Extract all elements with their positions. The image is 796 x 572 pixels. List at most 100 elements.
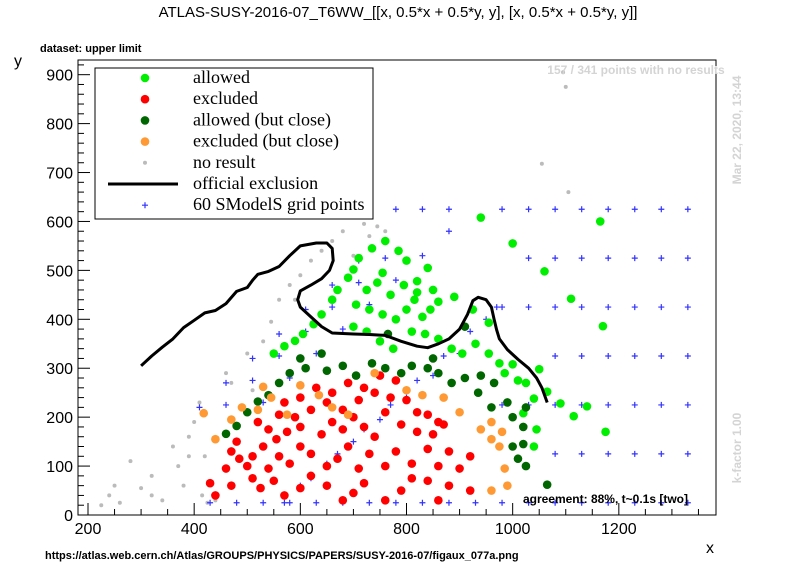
point-allowed bbox=[521, 378, 531, 388]
point-60-smodels-grid-points bbox=[525, 206, 532, 213]
point-60-smodels-grid-points bbox=[445, 228, 452, 235]
chart-subtitle: dataset: upper limit bbox=[40, 43, 142, 55]
point-allowed bbox=[391, 315, 401, 324]
point-60-smodels-grid-points bbox=[552, 450, 559, 457]
legend-symbol bbox=[142, 202, 148, 209]
y-axis-title: y bbox=[14, 53, 22, 70]
k-factor-note: k-factor 1.00 bbox=[730, 412, 744, 483]
point-allowed-but-close bbox=[518, 422, 528, 432]
point-allowed bbox=[394, 246, 403, 256]
point-excluded-but-close bbox=[487, 417, 496, 427]
point-excluded-but-close bbox=[487, 486, 496, 495]
point-60-smodels-grid-points bbox=[419, 499, 426, 506]
point-no-result bbox=[139, 486, 144, 491]
point-no-result bbox=[245, 351, 250, 356]
y-tick-label: 300 bbox=[46, 361, 73, 378]
legend-symbol bbox=[140, 116, 150, 125]
y-tick-label: 600 bbox=[46, 214, 73, 231]
exclusion-curve-group bbox=[140, 241, 549, 404]
point-excluded-but-close bbox=[211, 434, 220, 444]
point-excluded-but-close bbox=[296, 381, 305, 390]
point-60-smodels-grid-points bbox=[552, 352, 559, 359]
point-60-smodels-grid-points bbox=[366, 499, 373, 506]
point-no-result bbox=[112, 483, 117, 488]
legend-label: allowed (but close) bbox=[193, 109, 331, 130]
point-no-result bbox=[539, 161, 544, 166]
point-60-smodels-grid-points bbox=[605, 499, 612, 506]
point-allowed bbox=[447, 344, 456, 353]
point-allowed-but-close bbox=[508, 412, 517, 422]
legend-label: 60 SModelS grid points bbox=[193, 194, 365, 214]
point-allowed bbox=[529, 442, 539, 451]
point-no-result bbox=[202, 454, 207, 459]
point-no-result bbox=[362, 221, 367, 226]
point-allowed bbox=[333, 285, 342, 295]
point-no-result bbox=[200, 493, 205, 498]
point-excluded bbox=[354, 464, 364, 473]
point-excluded bbox=[412, 427, 422, 437]
point-excluded bbox=[380, 496, 390, 505]
point-60-smodels-grid-points bbox=[223, 401, 230, 408]
point-no-result bbox=[176, 464, 181, 469]
point-60-smodels-grid-points bbox=[329, 304, 336, 311]
point-allowed bbox=[556, 399, 565, 408]
point-excluded bbox=[444, 447, 454, 456]
point-60-smodels-grid-points bbox=[658, 304, 665, 311]
point-60-smodels-grid-points bbox=[658, 206, 665, 213]
legend-label: allowed bbox=[193, 67, 250, 87]
point-excluded bbox=[349, 488, 358, 498]
point-excluded bbox=[444, 481, 454, 490]
point-no-result bbox=[149, 493, 154, 498]
x-tick-label: 1200 bbox=[601, 521, 637, 538]
point-allowed bbox=[402, 256, 411, 265]
point-excluded-but-close bbox=[253, 405, 263, 415]
point-allowed-but-close bbox=[296, 354, 305, 363]
point-60-smodels-grid-points bbox=[260, 499, 267, 506]
point-excluded-but-close bbox=[495, 442, 504, 451]
legend-symbol bbox=[140, 94, 150, 104]
point-allowed bbox=[529, 394, 539, 403]
point-allowed bbox=[434, 297, 443, 306]
point-excluded bbox=[264, 425, 273, 434]
point-allowed-but-close bbox=[513, 454, 523, 464]
point-excluded bbox=[274, 410, 284, 420]
point-allowed-but-close bbox=[447, 378, 456, 388]
point-excluded bbox=[256, 483, 265, 493]
point-60-smodels-grid-points bbox=[414, 377, 421, 384]
point-allowed-but-close bbox=[322, 366, 332, 375]
point-excluded bbox=[338, 425, 348, 434]
x-tick-label: 800 bbox=[393, 521, 420, 538]
point-allowed bbox=[471, 339, 480, 349]
point-allowed bbox=[399, 280, 409, 290]
point-no-result bbox=[186, 454, 191, 459]
point-allowed-but-close bbox=[407, 361, 417, 371]
date-stamp: Mar 22, 2020, 13:44 bbox=[730, 75, 744, 184]
x-tick-label: 600 bbox=[287, 521, 314, 538]
point-allowed-but-close bbox=[253, 397, 263, 406]
point-allowed-but-close bbox=[476, 371, 486, 380]
point-allowed bbox=[500, 368, 510, 378]
point-excluded bbox=[227, 447, 236, 456]
point-excluded bbox=[227, 481, 236, 490]
point-allowed bbox=[388, 344, 398, 353]
x-tick-label: 200 bbox=[75, 521, 102, 538]
point-allowed-but-close bbox=[460, 373, 470, 383]
point-60-smodels-grid-points bbox=[233, 499, 240, 506]
point-no-result bbox=[250, 388, 255, 393]
point-allowed bbox=[269, 349, 279, 358]
point-allowed bbox=[582, 402, 592, 411]
point-allowed-but-close bbox=[232, 421, 241, 431]
point-allowed-but-close bbox=[473, 388, 483, 397]
point-60-smodels-grid-points bbox=[419, 252, 426, 259]
plot-frame bbox=[77, 59, 717, 516]
point-60-smodels-grid-points bbox=[684, 255, 691, 262]
point-60-smodels-grid-points bbox=[313, 499, 320, 506]
point-60-smodels-grid-points bbox=[493, 304, 500, 311]
point-60-smodels-grid-points bbox=[658, 352, 665, 359]
legend-label: no result bbox=[193, 152, 256, 172]
point-allowed bbox=[418, 312, 427, 322]
point-allowed-but-close bbox=[521, 461, 531, 471]
point-excluded bbox=[465, 486, 475, 495]
point-60-smodels-grid-points bbox=[552, 255, 559, 262]
